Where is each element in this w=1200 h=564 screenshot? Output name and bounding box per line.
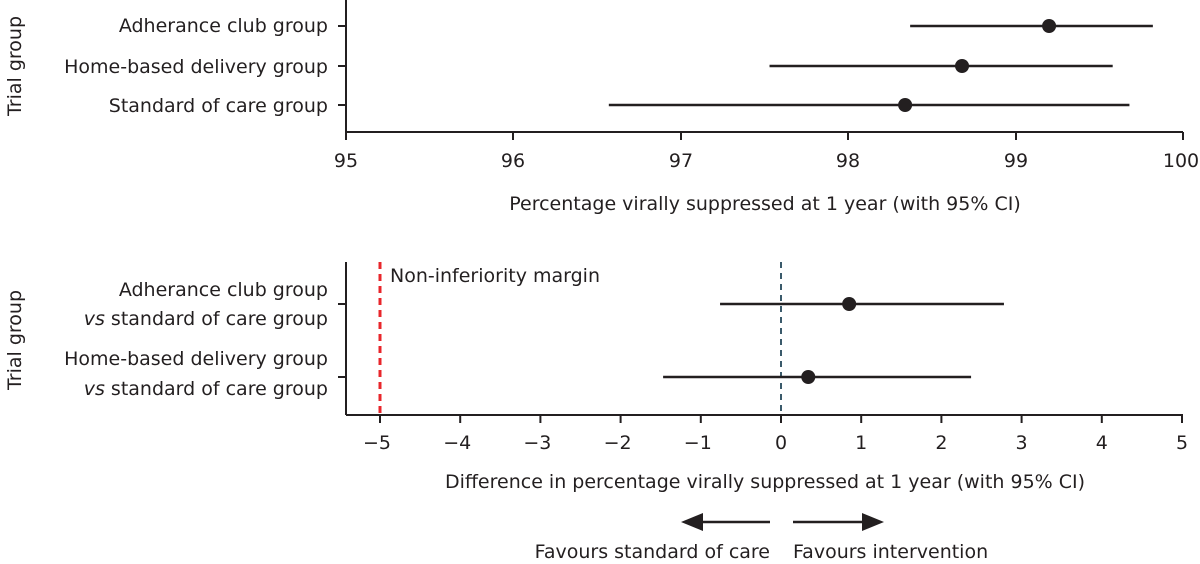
bottom-category-label: vs standard of care group	[84, 378, 328, 400]
top-x-tick-label: 98	[836, 150, 860, 172]
top-point-estimate	[898, 98, 913, 112]
arrow-left-head	[681, 513, 703, 531]
non-inferiority-margin-label: Non-inferiority margin	[390, 265, 600, 287]
panel-top: Trial group Adherance club group Home-ba…	[4, 0, 1199, 215]
top-x-ticks	[345, 132, 1184, 140]
bottom-x-tick-label: 1	[855, 432, 867, 454]
favours-intervention-label: Favours intervention	[793, 541, 988, 563]
top-point-estimate	[1042, 19, 1057, 33]
favours-standard-of-care-label: Favours standard of care	[535, 541, 770, 563]
bottom-data-marks	[663, 297, 1004, 384]
bottom-y-axis-label: Trial group	[4, 290, 26, 391]
bottom-point-estimate	[801, 370, 816, 384]
top-data-marks	[608, 19, 1153, 112]
top-category-label: Adherance club group	[119, 15, 328, 37]
panel-bottom: Trial group Adherance club group vs stan…	[4, 262, 1188, 563]
bottom-x-tick-label: 3	[1016, 432, 1028, 454]
top-category-label: Home-based delivery group	[64, 56, 328, 78]
bottom-y-ticks	[338, 303, 346, 378]
favours-arrows: Favours standard of care Favours interve…	[535, 513, 988, 563]
top-category-labels: Adherance club group Home-based delivery…	[64, 15, 328, 117]
top-x-tick-labels: 95 96 97 98 99 100	[334, 150, 1199, 172]
top-y-ticks	[338, 25, 346, 106]
bottom-category-label: Home-based delivery group	[64, 348, 328, 370]
top-x-tick-label: 97	[669, 150, 693, 172]
bottom-x-tick-label: 5	[1176, 432, 1188, 454]
top-x-tick-label: 96	[501, 150, 525, 172]
top-x-tick-label: 99	[1004, 150, 1028, 172]
bottom-category-label: vs standard of care group	[84, 308, 328, 330]
bottom-x-tick-label: 0	[775, 432, 787, 454]
bottom-x-ticks	[379, 415, 1183, 423]
bottom-x-tick-labels: −5 −4 −3 −2 −1 0 1 2 3 4 5	[363, 432, 1188, 454]
bottom-category-label: Adherance club group	[119, 279, 328, 301]
bottom-x-tick-label: 2	[935, 432, 947, 454]
bottom-x-tick-label: −1	[684, 432, 712, 454]
top-x-tick-label: 95	[334, 150, 358, 172]
bottom-x-tick-label: −5	[363, 432, 391, 454]
top-x-axis-label: Percentage virally suppressed at 1 year …	[509, 193, 1020, 215]
bottom-reference-lines	[378, 262, 782, 415]
top-x-tick-label: 100	[1163, 150, 1199, 172]
bottom-point-estimate	[842, 297, 857, 311]
bottom-x-tick-label: 4	[1096, 432, 1108, 454]
top-point-estimate	[955, 59, 970, 73]
top-y-axis-label: Trial group	[4, 16, 26, 117]
arrow-right-head	[862, 513, 884, 531]
bottom-x-tick-label: −4	[443, 432, 471, 454]
bottom-x-tick-label: −3	[523, 432, 551, 454]
top-category-label: Standard of care group	[109, 95, 328, 117]
bottom-x-axis-label: Difference in percentage virally suppres…	[445, 471, 1085, 493]
bottom-x-tick-label: −2	[604, 432, 632, 454]
bottom-category-labels: Adherance club group vs standard of care…	[64, 279, 328, 400]
